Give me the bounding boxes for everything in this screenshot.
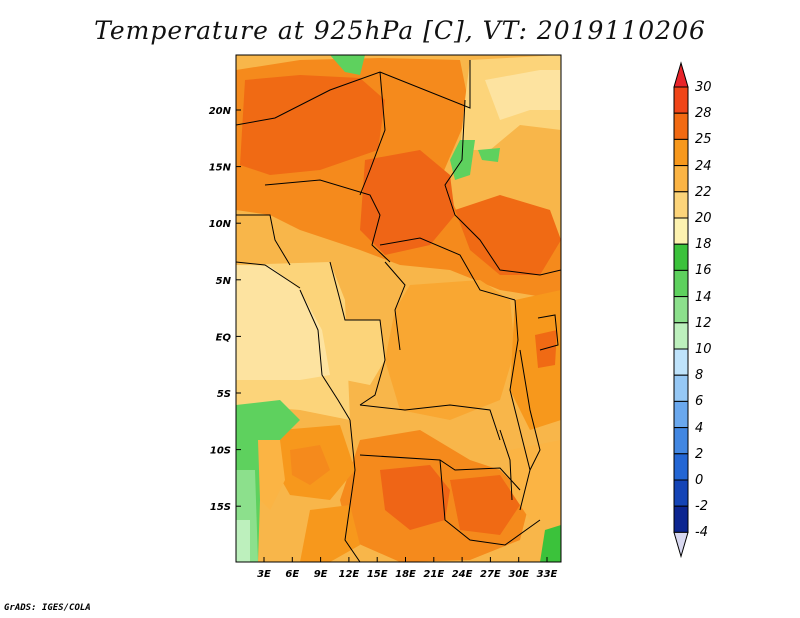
colorbar-segment — [673, 505, 689, 533]
colorbar-label: 25 — [695, 132, 712, 148]
colorbar-segment — [673, 374, 689, 402]
colorbar-top-arrow — [673, 61, 689, 88]
colorbar-segment — [673, 427, 689, 455]
lon-tick-label: 6E — [285, 569, 299, 580]
lon-tick-label: 12E — [339, 569, 360, 580]
colorbar-label: 10 — [695, 342, 712, 357]
colorbar-label: 0 — [695, 473, 704, 488]
chart-title: Temperature at 925hPa [C], VT: 201911020… — [94, 16, 706, 45]
colorbar-label: 16 — [695, 263, 712, 279]
lon-tick-label: 24E — [452, 569, 473, 580]
lon-tick-label: 18E — [395, 569, 416, 580]
colorbar-segment — [673, 138, 689, 167]
colorbar-label: 24 — [695, 158, 712, 174]
colorbar — [673, 61, 689, 559]
lon-tick-label: 27E — [480, 569, 501, 580]
colorbar-segment — [673, 243, 689, 271]
colorbar-label: 2 — [695, 446, 704, 462]
colorbar-segment — [673, 217, 689, 245]
colorbar-segment — [673, 322, 689, 350]
colorbar-segment — [673, 400, 689, 429]
country-borders — [236, 60, 561, 562]
colorbar-segment — [673, 112, 689, 140]
colorbar-label: 20 — [695, 211, 712, 226]
colorbar-segment — [673, 296, 689, 324]
lat-tick-label: 15S — [210, 502, 231, 513]
lat-tick-label: 20N — [209, 106, 232, 117]
lat-tick-label: EQ — [216, 332, 232, 343]
credit-text: GrADS: IGES/COLA — [4, 603, 91, 613]
lon-tick-label: 30E — [508, 569, 529, 580]
colorbar-label: 28 — [695, 106, 712, 122]
colorbar-label: -4 — [695, 525, 708, 541]
lon-tick-label: 21E — [423, 569, 444, 580]
colorbar-label: -2 — [695, 499, 708, 515]
colorbar-segment — [673, 269, 689, 298]
colorbar-label: 6 — [695, 394, 704, 410]
colorbar-segment — [673, 348, 689, 376]
latitude-axis: 20N 15N 10N 5N EQ 5S 10S 15S — [209, 106, 241, 513]
map-frame — [235, 54, 562, 563]
temperature-field — [236, 55, 561, 562]
lat-tick-label: 10S — [210, 446, 231, 457]
longitude-axis: 3E 6E 9E 12E 15E 18E 21E 24E 27E 30E 33E — [257, 557, 558, 580]
colorbar-label: 18 — [695, 237, 712, 253]
colorbar-label: 4 — [695, 420, 704, 436]
lon-tick-label: 33E — [537, 569, 558, 580]
lat-tick-label: 5N — [216, 276, 232, 287]
lon-tick-label: 9E — [314, 569, 328, 580]
lon-tick-label: 3E — [257, 569, 271, 580]
colorbar-label: 12 — [695, 315, 712, 331]
lat-tick-label: 5S — [217, 389, 231, 400]
colorbar-segment — [673, 453, 689, 481]
lon-tick-label: 15E — [367, 569, 388, 580]
lat-tick-label: 15N — [209, 163, 232, 174]
colorbar-segment — [673, 191, 689, 219]
colorbar-label: 22 — [695, 184, 712, 200]
colorbar-segment — [673, 165, 689, 193]
colorbar-segment — [673, 86, 689, 114]
colorbar-bottom-arrow — [673, 531, 689, 559]
colorbar-label: 30 — [695, 80, 712, 95]
lat-tick-label: 10N — [209, 219, 232, 230]
colorbar-label: 14 — [695, 289, 712, 305]
colorbar-label: 8 — [695, 368, 704, 384]
colorbar-segment — [673, 479, 689, 507]
